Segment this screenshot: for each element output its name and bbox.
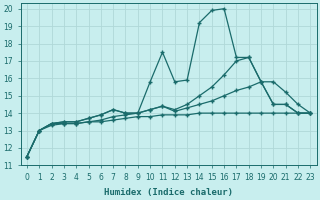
X-axis label: Humidex (Indice chaleur): Humidex (Indice chaleur) bbox=[104, 188, 233, 197]
